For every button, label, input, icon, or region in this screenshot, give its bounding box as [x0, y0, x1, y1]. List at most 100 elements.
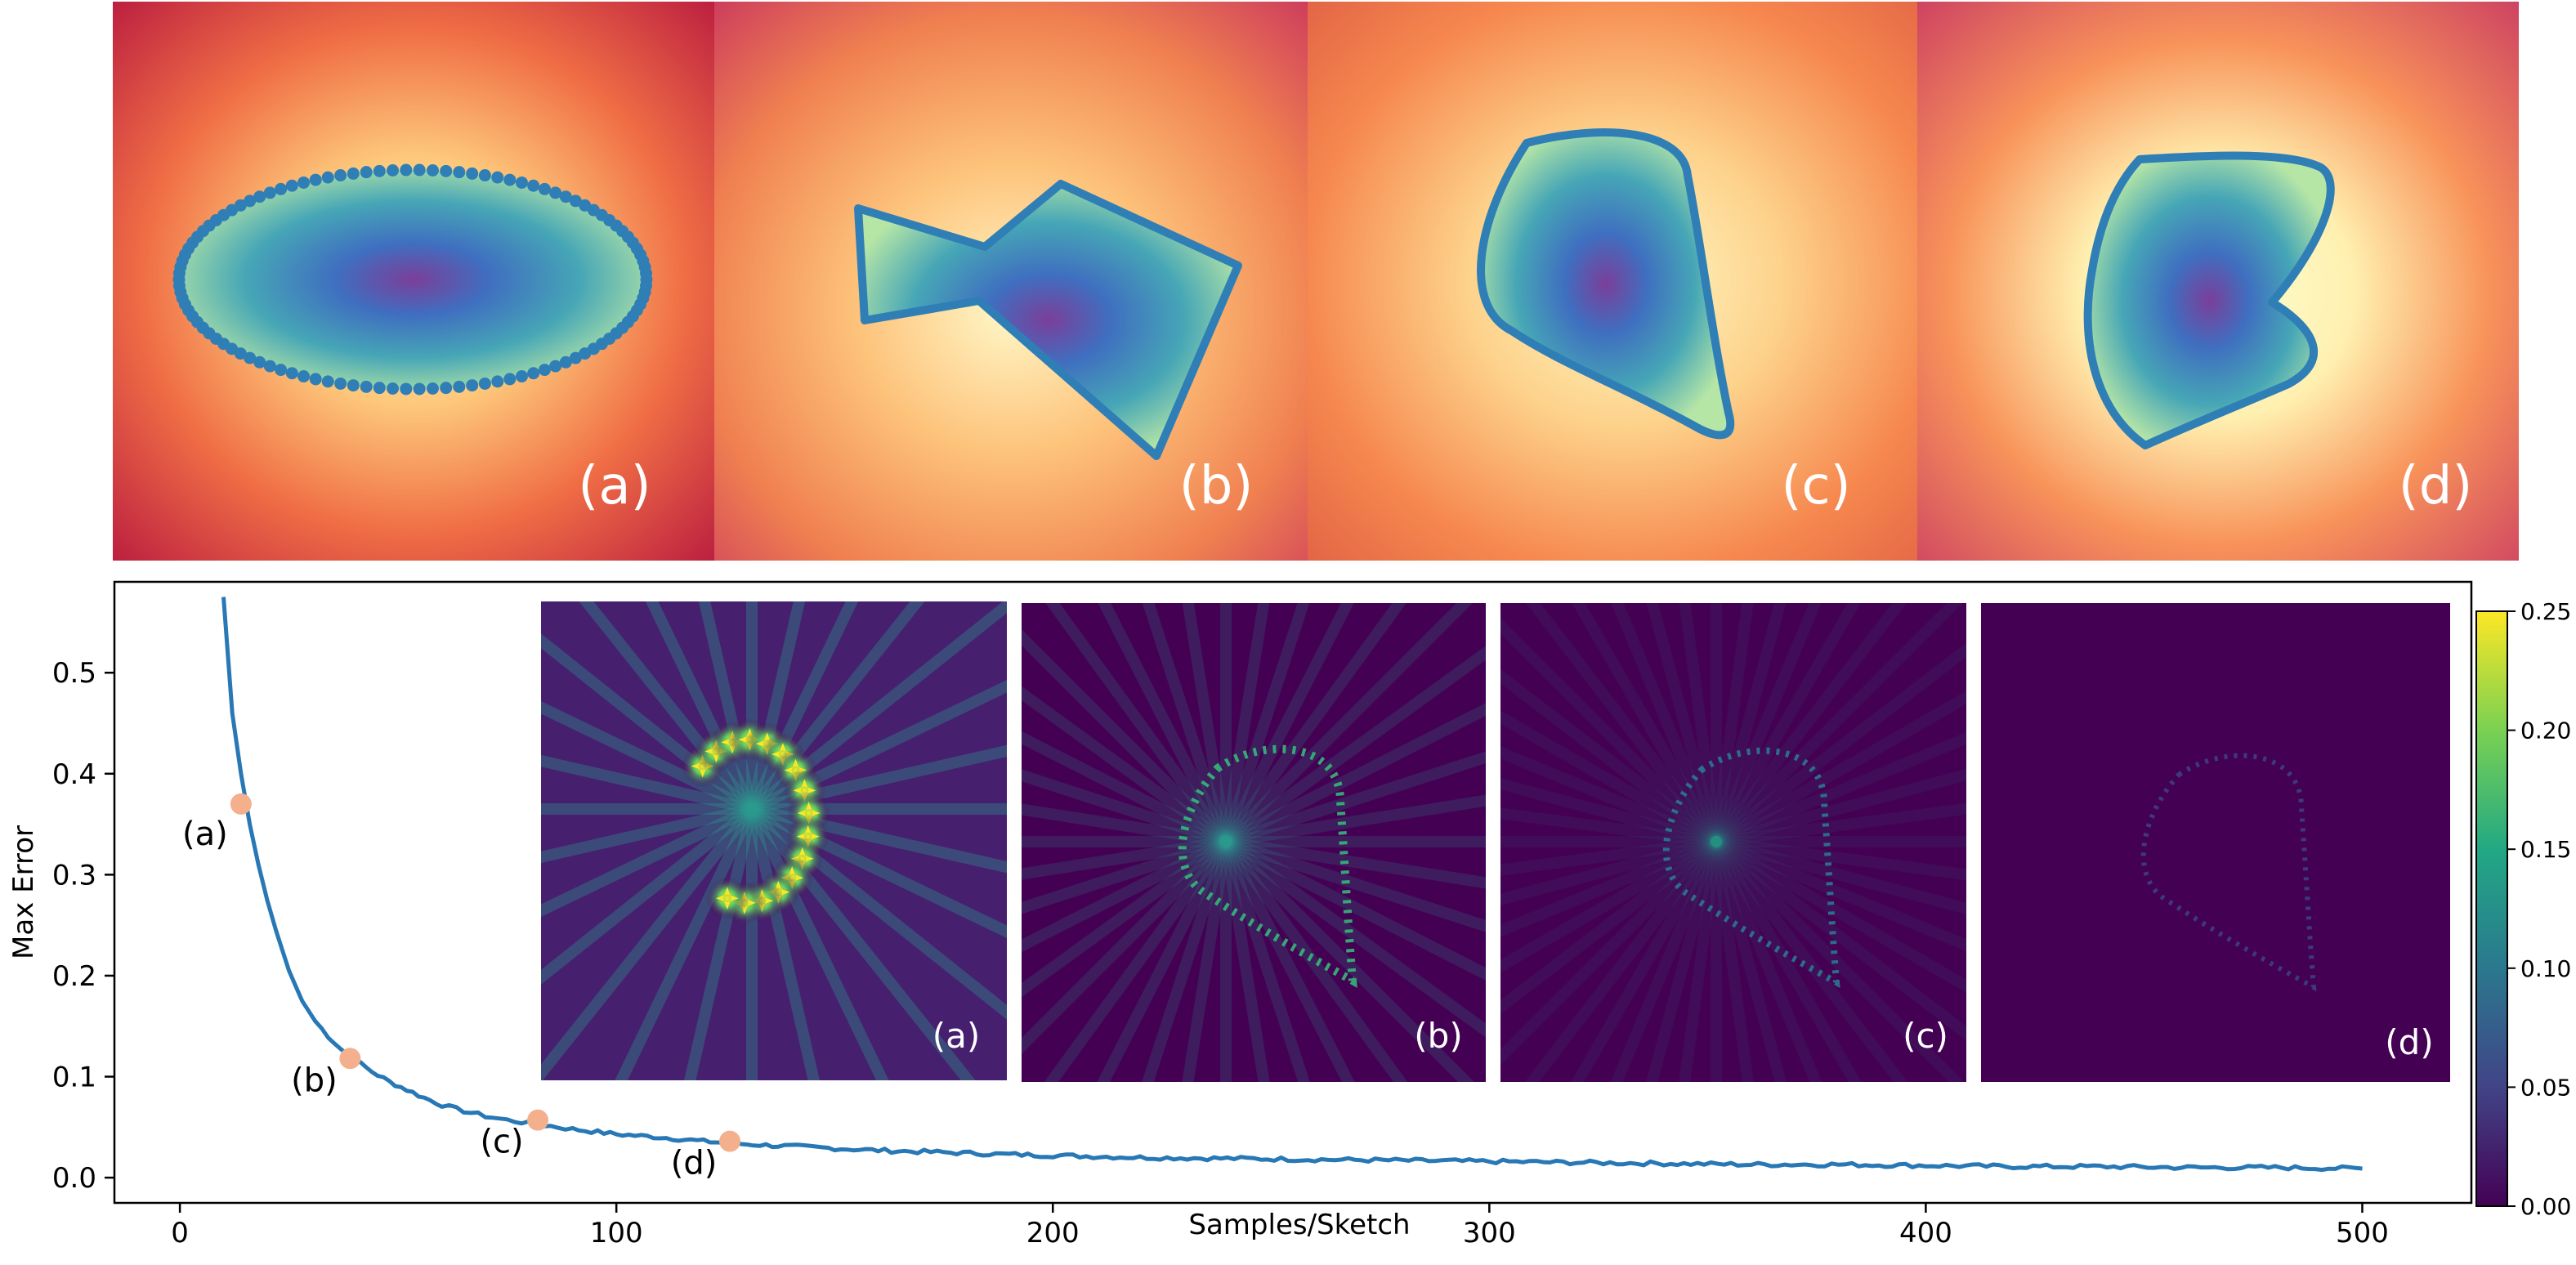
sample-point	[285, 179, 298, 192]
crescent-shape	[2083, 151, 2335, 449]
sample-point	[275, 182, 288, 195]
sample-point	[527, 179, 540, 192]
marker-label-b: (b)	[291, 1062, 338, 1099]
sample-point	[579, 347, 592, 360]
sample-point	[426, 163, 439, 177]
marker-d	[719, 1130, 741, 1152]
top-panel-b-label: (b)	[1179, 456, 1254, 516]
sample-point	[491, 171, 504, 184]
colorbar-tick-label: 0.10	[2520, 955, 2571, 982]
top-row: (a) (b) (c) (d)	[113, 2, 2519, 561]
sample-point	[263, 360, 276, 373]
sample-point	[334, 377, 347, 390]
y-tick-label: 0.1	[52, 1062, 96, 1094]
sample-point	[515, 370, 528, 383]
marker-b	[339, 1048, 361, 1070]
marker-a	[230, 793, 252, 815]
inset-a: (a)	[541, 601, 1007, 1080]
x-tick-label: 400	[1899, 1217, 1952, 1249]
marker-label-a: (a)	[182, 816, 228, 853]
sample-point	[453, 380, 466, 393]
series-line	[221, 597, 2363, 1173]
top-panel-d-label: (d)	[2399, 456, 2473, 516]
sample-point	[440, 164, 453, 177]
sample-point	[400, 382, 413, 396]
top-panel-d: (d)	[1917, 2, 2519, 561]
top-panel-a-label: (a)	[578, 456, 651, 516]
y-tick-label: 0.2	[52, 960, 96, 993]
marker-c	[527, 1109, 549, 1131]
sample-point	[515, 176, 528, 189]
sample-point	[413, 163, 426, 177]
y-tick-label: 0.3	[52, 859, 96, 892]
sample-point	[360, 166, 373, 179]
sample-point	[275, 364, 288, 377]
sample-point	[466, 379, 479, 392]
y-tick-label: 0.5	[52, 657, 96, 690]
sample-point	[334, 169, 347, 182]
sample-point	[538, 364, 551, 377]
y-axis-label: Max Error	[7, 825, 40, 959]
sample-point	[285, 367, 298, 380]
inset-d: (d)	[1981, 603, 2450, 1082]
sample-point	[503, 173, 517, 186]
sample-point	[491, 375, 504, 388]
colorbar-tick-label: 0.00	[2520, 1193, 2571, 1220]
x-tick-label: 500	[2336, 1217, 2389, 1249]
sample-point	[373, 382, 386, 395]
drop-shape	[1477, 128, 1735, 440]
sample-point	[466, 167, 479, 180]
colorbar	[2475, 610, 2508, 1207]
sample-point	[527, 367, 540, 380]
sample-point	[309, 373, 322, 386]
sample-point	[360, 380, 373, 393]
sample-point	[373, 164, 386, 177]
sample-point	[253, 355, 266, 369]
sample-point	[400, 163, 413, 177]
marker-label-c: (c)	[480, 1124, 523, 1161]
sample-point	[640, 266, 653, 279]
marker-label-d: (d)	[671, 1145, 718, 1182]
colorbar-tick-label: 0.25	[2520, 598, 2571, 625]
sample-point	[426, 382, 439, 396]
sample-point	[309, 173, 322, 186]
sample-point	[297, 176, 311, 189]
sample-point	[263, 186, 276, 199]
ellipse-sample-points	[172, 163, 653, 396]
sample-point	[387, 382, 400, 396]
y-tick-label: 0.0	[52, 1162, 96, 1195]
fish-shape	[854, 180, 1242, 460]
sample-point	[440, 382, 453, 395]
x-axis-label: Samples/Sketch	[1188, 1209, 1410, 1241]
inset-c-label: (c)	[1903, 1016, 1948, 1056]
sample-point	[413, 382, 426, 396]
inset-d-label: (d)	[2385, 1022, 2433, 1062]
ellipse-shape	[179, 170, 646, 389]
sample-point	[503, 373, 517, 386]
top-panel-a: (a)	[113, 2, 714, 561]
top-panel-b: (b)	[714, 2, 1308, 561]
sample-point	[347, 167, 360, 180]
sample-point	[559, 190, 572, 203]
colorbar-tick-label: 0.20	[2520, 717, 2571, 744]
sample-point	[549, 360, 562, 373]
sample-point	[234, 199, 247, 212]
sample-point	[321, 171, 334, 184]
sample-point	[538, 182, 551, 195]
x-tick-label: 300	[1463, 1217, 1516, 1249]
sample-point	[569, 351, 582, 364]
sample-point	[347, 379, 360, 392]
inset-b: (b)	[1022, 603, 1486, 1082]
sample-point	[559, 355, 572, 369]
inset-a-label: (a)	[932, 1016, 981, 1056]
x-tick-label: 100	[590, 1217, 643, 1249]
y-tick-label: 0.4	[52, 758, 96, 791]
sample-point	[244, 194, 257, 208]
colorbar-tick-label: 0.05	[2520, 1074, 2571, 1101]
sample-point	[549, 186, 562, 199]
sample-point	[453, 166, 466, 179]
inset-b-label: (b)	[1414, 1016, 1462, 1056]
x-tick-label: 0	[171, 1217, 189, 1249]
top-panel-c-label: (c)	[1781, 456, 1850, 516]
